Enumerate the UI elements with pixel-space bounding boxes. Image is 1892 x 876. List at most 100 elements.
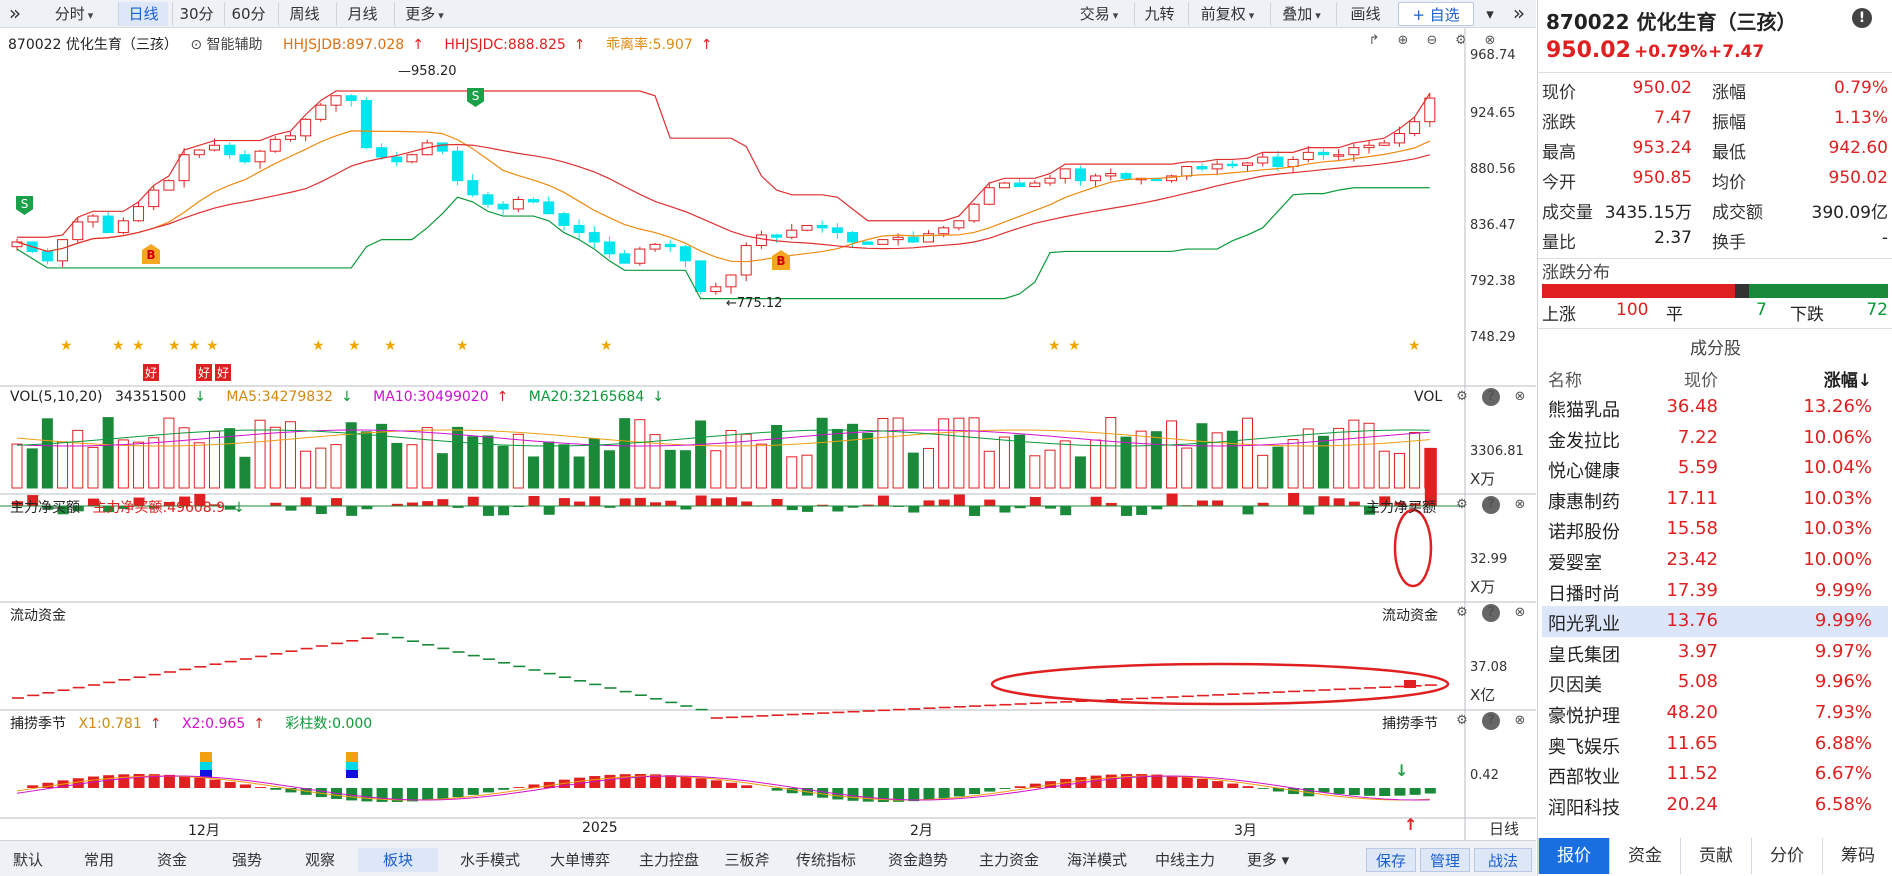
stock-chart[interactable]: ★ ★ ★ ★ ★ ★ ★ ★ ★ ★ ★ ★ ★ ★ ↓↑ bbox=[0, 28, 1536, 840]
tab-daily[interactable]: 日线 bbox=[118, 2, 168, 26]
indicator-tab-15[interactable]: 更多 ▾ bbox=[1246, 851, 1290, 869]
candle-body bbox=[72, 221, 84, 241]
hhjsjdc-text: HHJSJDC:888.825 bbox=[444, 37, 566, 53]
draw-line-button[interactable]: 画线 bbox=[1336, 2, 1394, 26]
tab-30min[interactable]: 30分 bbox=[172, 2, 220, 26]
component-row[interactable]: 金发拉比 7.22 10.06% bbox=[1542, 423, 1888, 454]
net-bar bbox=[908, 506, 920, 513]
quote-tab-1[interactable]: 资金 bbox=[1609, 838, 1680, 874]
candle-body bbox=[1409, 121, 1421, 134]
indicator-tab-9[interactable]: 三板斧 bbox=[724, 851, 770, 869]
nine-turn-button[interactable]: 九转 bbox=[1134, 2, 1184, 26]
indicator-tab-2[interactable]: 资金 bbox=[156, 851, 187, 869]
tab-more[interactable]: 更多 bbox=[394, 2, 454, 26]
save-button[interactable]: 保存 bbox=[1366, 848, 1416, 872]
net-bar bbox=[726, 497, 737, 506]
expand-right-icon[interactable]: » bbox=[1512, 1, 1526, 25]
jump-icon[interactable]: ↱ bbox=[1368, 33, 1380, 48]
gear-icon[interactable]: ⚙ bbox=[1456, 713, 1468, 728]
col-price[interactable]: 现价 bbox=[1684, 371, 1718, 391]
net-bar bbox=[801, 506, 813, 512]
indicator-tab-11[interactable]: 资金趋势 bbox=[887, 851, 948, 869]
volume-bar bbox=[436, 453, 448, 489]
season-bar bbox=[619, 774, 631, 788]
tab-monthly[interactable]: 月线 bbox=[336, 2, 388, 26]
smart-assist-toggle[interactable]: ⊙ 智能辅助 bbox=[190, 37, 263, 53]
component-row[interactable]: 康惠制药 17.11 10.03% bbox=[1542, 484, 1888, 515]
help-icon[interactable]: ? bbox=[1482, 496, 1500, 514]
candle-body bbox=[603, 241, 615, 255]
component-row[interactable]: 诺邦股份 15.58 10.03% bbox=[1542, 514, 1888, 545]
component-name: 润阳科技 bbox=[1548, 797, 1620, 819]
component-row[interactable]: 贝因美 5.08 9.96% bbox=[1542, 667, 1888, 698]
close-icon[interactable]: ⊗ bbox=[1514, 389, 1526, 404]
candle-body bbox=[725, 274, 737, 288]
indicator-tab-3[interactable]: 强势 bbox=[231, 851, 262, 869]
candle-body bbox=[117, 220, 129, 234]
add-favorite-button[interactable]: + 自选 bbox=[1398, 2, 1474, 26]
component-row[interactable]: 爱婴室 23.42 10.00% bbox=[1542, 545, 1888, 576]
season-bar bbox=[437, 788, 449, 799]
gear-icon[interactable]: ⚙ bbox=[1456, 389, 1468, 404]
vol-label: VOL(5,10,20) bbox=[10, 389, 103, 405]
component-row[interactable]: 西部牧业 11.52 6.67% bbox=[1542, 759, 1888, 790]
indicator-tab-7[interactable]: 大单博弈 bbox=[549, 851, 610, 869]
indicator-tab-5[interactable]: 板块 bbox=[358, 848, 438, 872]
component-row[interactable]: 润阳科技 20.24 6.58% bbox=[1542, 790, 1888, 821]
component-row[interactable]: 阳光乳业 13.76 9.99% bbox=[1542, 606, 1888, 638]
zoom-out-icon[interactable]: ⊖ bbox=[1426, 33, 1438, 48]
volume-bar bbox=[376, 423, 388, 489]
indicator-tab-6[interactable]: 水手模式 bbox=[459, 851, 520, 869]
collapse-left-icon[interactable]: » bbox=[8, 1, 22, 25]
component-row[interactable]: 熊猫乳品 36.48 13.26% bbox=[1542, 392, 1888, 423]
component-name: 贝因美 bbox=[1548, 675, 1602, 697]
strategy-button[interactable]: 战法 bbox=[1474, 848, 1532, 872]
gear-icon[interactable]: ⚙ bbox=[1456, 497, 1468, 512]
close-icon[interactable]: ⊗ bbox=[1484, 33, 1496, 48]
zoom-in-icon[interactable]: ⊕ bbox=[1397, 33, 1409, 48]
favorite-dropdown-icon[interactable]: ▾ bbox=[1486, 5, 1494, 23]
overlay-menu[interactable]: 叠加 bbox=[1270, 2, 1332, 26]
col-pct[interactable]: 涨幅↓ bbox=[1823, 371, 1872, 391]
tab-weekly[interactable]: 周线 bbox=[278, 2, 330, 26]
indicator-tab-10[interactable]: 传统指标 bbox=[795, 851, 856, 869]
gear-icon[interactable]: ⚙ bbox=[1456, 605, 1468, 620]
component-row[interactable]: 悦心健康 5.59 10.04% bbox=[1542, 453, 1888, 484]
indicator-tab-0[interactable]: 默认 bbox=[12, 851, 43, 869]
help-icon[interactable]: ? bbox=[1482, 604, 1500, 622]
info-icon[interactable]: ! bbox=[1852, 8, 1872, 28]
manage-button[interactable]: 管理 bbox=[1420, 848, 1470, 872]
season-x2-text: X2:0.965 bbox=[181, 716, 246, 732]
close-icon[interactable]: ⊗ bbox=[1514, 497, 1526, 512]
col-name[interactable]: 名称 bbox=[1548, 371, 1582, 391]
indicator-tab-8[interactable]: 主力控盘 bbox=[638, 851, 699, 869]
indicator-tab-13[interactable]: 海洋模式 bbox=[1066, 851, 1127, 869]
quote-tab-3[interactable]: 分价 bbox=[1751, 838, 1822, 874]
candle-body bbox=[360, 99, 372, 149]
adjust-menu[interactable]: 前复权 bbox=[1188, 2, 1266, 26]
help-icon[interactable]: ? bbox=[1482, 388, 1500, 406]
help-icon[interactable]: ? bbox=[1482, 712, 1500, 730]
season-color-block bbox=[200, 762, 212, 770]
net-bar bbox=[1105, 502, 1117, 506]
star-icon: ★ bbox=[348, 338, 361, 354]
net-bar bbox=[619, 498, 631, 506]
volume-bar bbox=[998, 436, 1010, 489]
quote-tab-4[interactable]: 筹码 bbox=[1822, 838, 1892, 874]
quote-tab-0[interactable]: 报价 bbox=[1538, 838, 1609, 874]
tab-60min[interactable]: 60分 bbox=[224, 2, 272, 26]
gear-icon[interactable]: ⚙ bbox=[1455, 33, 1467, 48]
indicator-tab-4[interactable]: 观察 bbox=[304, 851, 335, 869]
quote-tab-2[interactable]: 贡献 bbox=[1680, 838, 1751, 874]
indicator-tab-1[interactable]: 常用 bbox=[83, 851, 114, 869]
indicator-tab-12[interactable]: 主力资金 bbox=[978, 851, 1039, 869]
component-row[interactable]: 豪悦护理 48.20 7.93% bbox=[1542, 698, 1888, 729]
close-icon[interactable]: ⊗ bbox=[1514, 605, 1526, 620]
component-row[interactable]: 皇氏集团 3.97 9.97% bbox=[1542, 637, 1888, 668]
component-row[interactable]: 奥飞娱乐 11.65 6.88% bbox=[1542, 729, 1888, 760]
close-icon[interactable]: ⊗ bbox=[1514, 713, 1526, 728]
trade-menu[interactable]: 交易 bbox=[1068, 2, 1130, 26]
tab-timeshare[interactable]: 分时 bbox=[36, 2, 112, 26]
indicator-tab-14[interactable]: 中线主力 bbox=[1154, 851, 1215, 869]
component-row[interactable]: 日播时尚 17.39 9.99% bbox=[1542, 576, 1888, 607]
